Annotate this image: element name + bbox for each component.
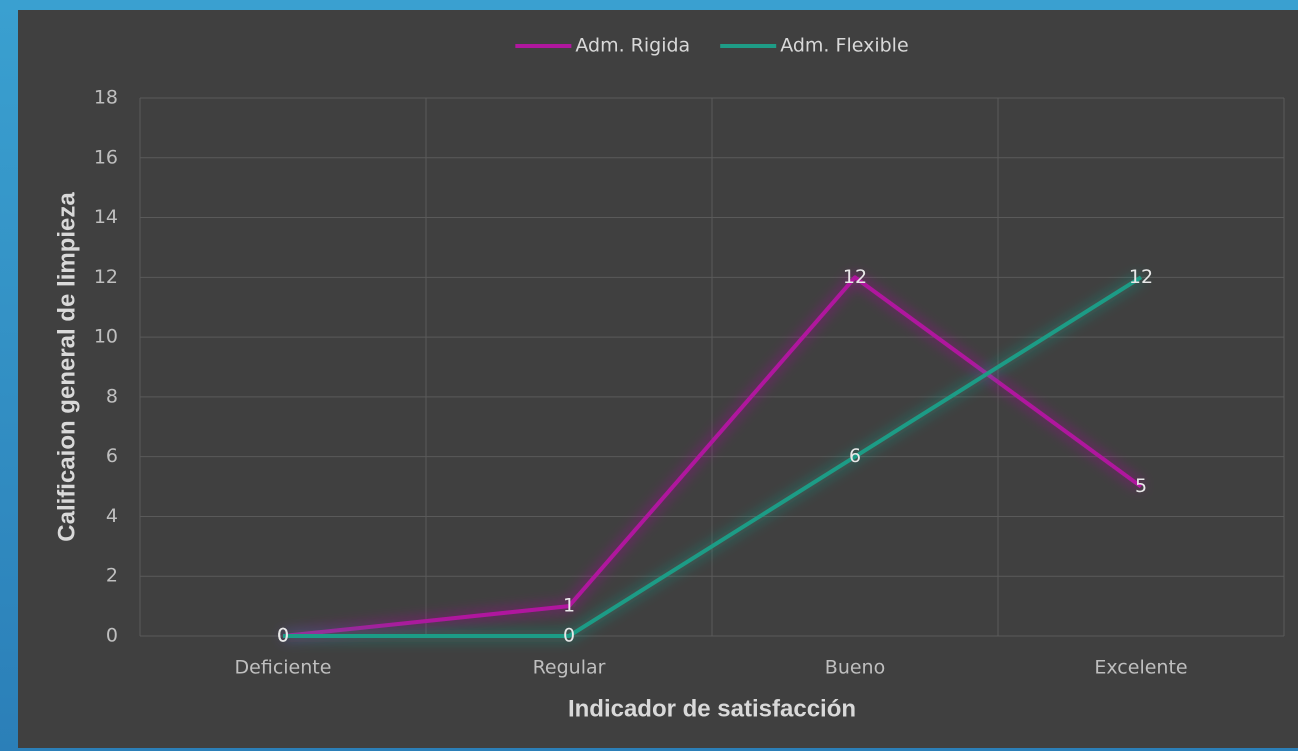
y-tick-label: 14	[94, 206, 118, 228]
y-tick-label: 8	[106, 385, 118, 407]
legend: Adm. Rigida Adm. Flexible	[515, 35, 909, 57]
data-label: 0	[563, 625, 575, 647]
y-tick-label: 2	[106, 565, 118, 587]
y-tick-label: 6	[106, 445, 118, 467]
chart-background	[18, 10, 1298, 748]
data-label: 1	[563, 595, 575, 617]
x-tick-label: Regular	[533, 657, 606, 679]
x-tick-label: Deficiente	[235, 657, 332, 679]
data-label: 0	[277, 625, 289, 647]
x-axis-title: Indicador de satisfacción	[568, 695, 856, 722]
y-tick-label: 0	[106, 625, 118, 647]
legend-label: Adm. Flexible	[780, 35, 908, 57]
series-line	[283, 275, 1143, 638]
y-tick-label: 4	[106, 505, 118, 527]
data-label: 12	[1129, 266, 1153, 288]
x-tick-label: Excelente	[1094, 657, 1187, 679]
legend-label: Adm. Rigida	[575, 35, 690, 57]
y-tick-label: 10	[94, 326, 118, 348]
series-line	[282, 275, 1143, 638]
data-label: 12	[843, 266, 867, 288]
x-tick-label: Bueno	[825, 657, 885, 679]
y-tick-label: 16	[94, 146, 118, 168]
data-label: 6	[849, 445, 861, 467]
data-label: 0	[277, 625, 289, 647]
y-tick-label: 12	[94, 266, 118, 288]
y-axis-title: Calificaion general de limpieza	[53, 192, 80, 542]
legend-item: Adm. Rigida	[515, 35, 690, 57]
legend-item: Adm. Flexible	[720, 35, 909, 57]
data-label: 5	[1135, 475, 1147, 497]
y-tick-label: 18	[94, 87, 118, 109]
